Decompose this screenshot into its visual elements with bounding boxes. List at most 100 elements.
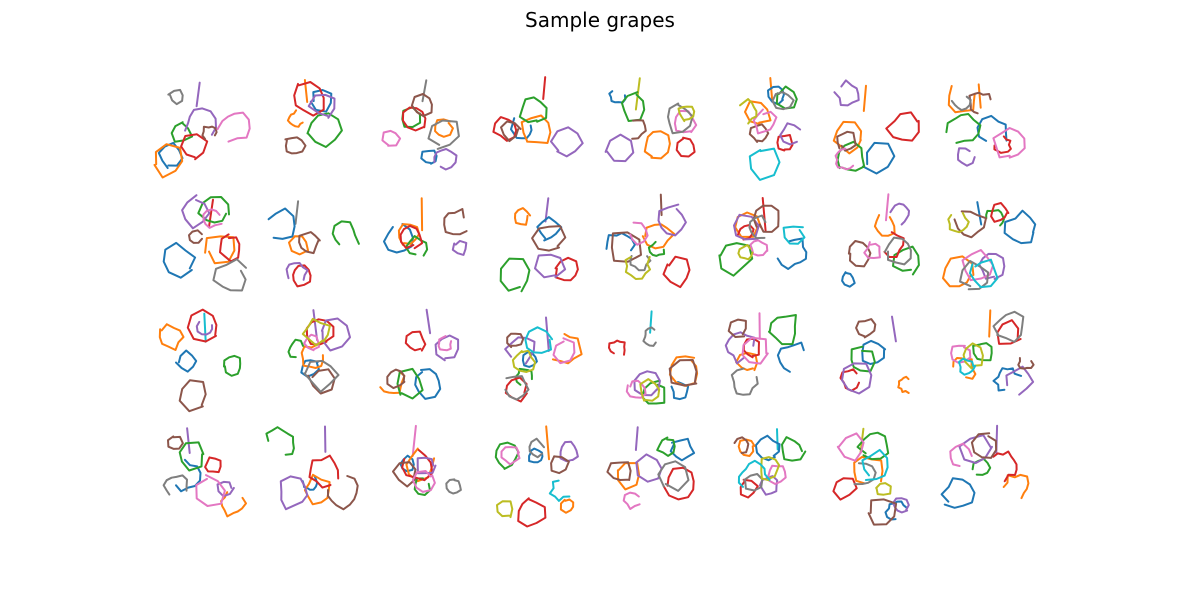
grape-stroke — [897, 375, 910, 394]
grape-stroke — [451, 239, 468, 256]
grape-stroke — [381, 129, 402, 147]
grape-stroke — [737, 244, 754, 261]
grape-stroke — [727, 318, 747, 338]
grape-stroke — [181, 194, 211, 230]
grape-stroke — [153, 143, 184, 179]
grape-stroke — [265, 426, 295, 456]
grape-stroke — [733, 213, 760, 241]
grape-stroke — [985, 209, 1005, 227]
grape-stroke — [633, 370, 661, 397]
grape-stroke — [434, 118, 454, 138]
grape-stroke — [445, 478, 462, 495]
grape-stroke — [657, 203, 687, 237]
stem-stroke — [421, 79, 428, 103]
grape-stroke — [287, 338, 304, 359]
grape-stroke — [178, 379, 207, 413]
grape-stroke — [968, 258, 999, 289]
grape-stroke — [752, 108, 778, 135]
grape-stroke — [641, 379, 666, 405]
grape-stroke — [411, 470, 436, 493]
grape-sketch — [379, 308, 460, 400]
grape-stroke — [559, 440, 579, 463]
grape-stroke — [399, 454, 415, 473]
grape-stroke — [303, 333, 320, 352]
grape-sketch — [832, 427, 910, 526]
grape-stroke — [1005, 365, 1035, 396]
grape-stroke — [1017, 357, 1035, 370]
grape-stroke — [760, 456, 781, 482]
grape-stroke — [875, 482, 892, 496]
grape-sketch — [940, 424, 1030, 509]
grape-stroke — [675, 136, 696, 158]
grape-stroke — [741, 336, 769, 365]
grape-stroke — [157, 141, 184, 170]
grape-stroke — [781, 436, 807, 462]
grape-sketch — [392, 424, 462, 496]
grape-stroke — [978, 252, 1006, 280]
grape-sketch — [605, 193, 691, 289]
grape-stroke — [610, 231, 642, 263]
grape-stroke — [186, 308, 218, 343]
stem-stroke — [203, 312, 207, 343]
stem-stroke — [312, 309, 319, 342]
grape-stroke — [744, 100, 772, 126]
grape-stroke — [223, 354, 242, 377]
stem-stroke — [186, 427, 191, 454]
grape-stroke — [855, 318, 877, 339]
grape-stroke — [950, 95, 972, 112]
stem-stroke — [634, 426, 639, 451]
grape-stroke — [204, 456, 222, 474]
grape-stroke — [662, 466, 695, 501]
grape-stroke — [730, 367, 759, 396]
stem-stroke — [544, 197, 550, 223]
grape-stroke — [883, 231, 905, 258]
grape-stroke — [950, 344, 972, 364]
stem-stroke — [976, 201, 983, 226]
grape-stroke — [677, 105, 696, 123]
grape-stroke — [162, 474, 188, 496]
stem-stroke — [425, 308, 432, 335]
grape-sketch — [739, 77, 802, 181]
grape-sketch — [606, 426, 696, 510]
grape-stroke — [298, 231, 321, 255]
grape-sketch — [942, 201, 1037, 291]
grape-sketch — [383, 197, 468, 257]
stem-stroke — [195, 81, 201, 108]
grape-sketch — [494, 425, 579, 528]
grape-stroke — [548, 479, 571, 502]
grape-stroke — [379, 370, 406, 394]
grape-stroke — [739, 478, 759, 499]
grape-stroke — [327, 475, 359, 511]
grape-stroke — [320, 317, 351, 352]
grape-stroke — [496, 500, 514, 519]
grape-stroke — [782, 225, 806, 245]
grape-stroke — [971, 457, 992, 476]
grape-sketch — [718, 197, 808, 277]
grape-stroke — [1002, 473, 1030, 500]
grape-stroke — [735, 351, 759, 372]
grape-stroke — [957, 147, 976, 167]
grape-stroke — [195, 474, 226, 507]
grape-sketch — [608, 310, 699, 405]
grape-sketch — [724, 312, 805, 396]
grape-stroke — [622, 491, 641, 510]
grape-stroke — [656, 436, 676, 457]
grape-sketch — [158, 308, 242, 413]
grape-stroke — [386, 368, 406, 390]
grape-stroke — [511, 349, 537, 373]
grape-stroke — [608, 339, 626, 356]
grape-stroke — [662, 255, 691, 289]
grape-sketch — [950, 309, 1035, 396]
grape-stroke — [528, 447, 544, 464]
grape-stroke — [500, 120, 522, 143]
grape-sketch — [499, 197, 579, 293]
grape-stroke — [620, 91, 646, 122]
grape-stroke — [554, 256, 579, 282]
grape-stroke — [392, 461, 417, 488]
grape-stroke — [657, 460, 690, 492]
grape-stroke — [167, 88, 184, 106]
grape-stroke — [853, 455, 884, 485]
grape-stroke — [301, 317, 331, 347]
grape-stroke — [641, 223, 676, 250]
grape-stroke — [748, 214, 767, 240]
